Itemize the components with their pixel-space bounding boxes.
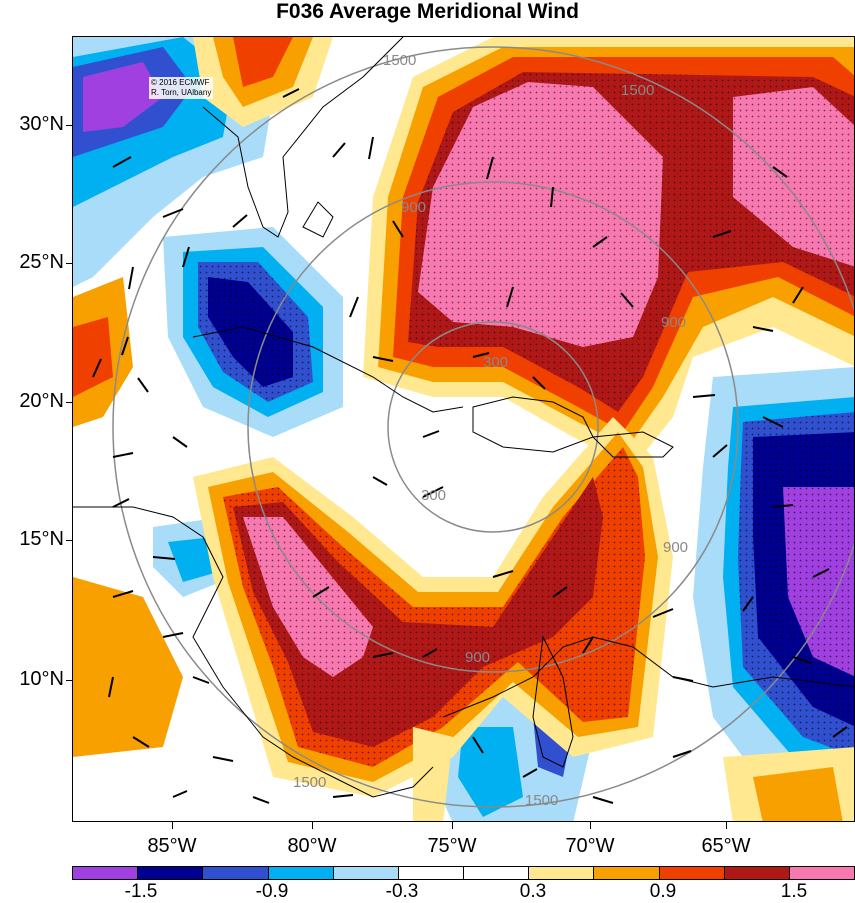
colorbar-segment-3 bbox=[268, 867, 334, 879]
colorbar-segment-2 bbox=[203, 867, 269, 879]
lat-tick bbox=[66, 402, 72, 403]
lat-tick bbox=[66, 263, 72, 264]
colorbar-segment-9 bbox=[659, 867, 725, 879]
colorbar-label-0.9: 0.9 bbox=[649, 881, 677, 902]
colorbar-segment-1 bbox=[138, 867, 204, 879]
colorbar bbox=[72, 866, 855, 880]
colorbar-label-neg0.3: -0.3 bbox=[385, 881, 419, 902]
ring-label-1500-bottom: 1500 bbox=[525, 792, 558, 809]
ring-label-300-lower: 300 bbox=[421, 487, 446, 504]
colorbar-segment-11 bbox=[789, 867, 855, 879]
ring-label-900-right: 900 bbox=[661, 314, 686, 331]
lat-tick bbox=[66, 680, 72, 681]
lat-label-30n: 30°N bbox=[19, 113, 64, 135]
lat-label-25n: 25°N bbox=[19, 251, 64, 273]
lon-tick bbox=[172, 822, 173, 829]
lon-tick bbox=[726, 822, 727, 829]
colorbar-segment-0 bbox=[73, 867, 139, 879]
lat-tick bbox=[66, 540, 72, 541]
copyright-line: © 2016 ECMWF bbox=[151, 78, 210, 87]
ring-label-1500-left: 1500 bbox=[293, 774, 326, 791]
positive-wind-region-west bbox=[73, 37, 854, 821]
ring-label-900: 900 bbox=[401, 199, 426, 216]
lon-label-85w: 85°W bbox=[147, 835, 197, 857]
coastlines bbox=[73, 37, 854, 798]
ring-label-300: 300 bbox=[483, 354, 508, 371]
positive-wind-region-north bbox=[363, 37, 854, 467]
positive-wind-region-central bbox=[193, 417, 673, 797]
credit-line: R. Torn, UAlbany bbox=[151, 88, 212, 97]
lat-label-20n: 20°N bbox=[19, 390, 64, 412]
colorbar-segment-7 bbox=[529, 867, 595, 879]
ring-label-1500-right: 1500 bbox=[621, 82, 654, 99]
lat-label-15n: 15°N bbox=[19, 528, 64, 550]
map-panel: 300 300 900 900 900 900 1500 1500 1500 1… bbox=[72, 36, 855, 822]
wind-barbs bbox=[92, 88, 848, 804]
colorbar-label-0.3: 0.3 bbox=[519, 881, 547, 902]
range-ring-labels: 300 300 900 900 900 900 1500 1500 1500 1… bbox=[293, 52, 688, 809]
lon-label-75w: 75°W bbox=[427, 835, 477, 857]
ring-label-1500: 1500 bbox=[383, 52, 416, 69]
lat-label-10n: 10°N bbox=[19, 668, 64, 690]
lon-label-80w: 80°W bbox=[287, 835, 337, 857]
colorbar-label-neg1.5: -1.5 bbox=[124, 881, 158, 902]
ring-label-900-bottom: 900 bbox=[465, 649, 490, 666]
range-rings bbox=[112, 46, 854, 808]
colorbar-label-neg0.9: -0.9 bbox=[255, 881, 289, 902]
lat-tick bbox=[66, 125, 72, 126]
lon-label-65w: 65°W bbox=[701, 835, 751, 857]
map-title: F036 Average Meridional Wind bbox=[276, 0, 579, 23]
colorbar-segment-8 bbox=[594, 867, 660, 879]
lon-tick bbox=[590, 822, 591, 829]
colorbar-segment-5 bbox=[398, 867, 465, 879]
colorbar-label-1.5: 1.5 bbox=[780, 881, 808, 902]
lon-label-70w: 70°W bbox=[565, 835, 615, 857]
negative-wind-region-cuba bbox=[163, 227, 343, 437]
colorbar-segment-4 bbox=[333, 867, 399, 879]
lon-tick bbox=[312, 822, 313, 829]
copyright-note: © 2016 ECMWF R. Torn, UAlbany bbox=[149, 77, 214, 99]
ring-label-900-lower: 900 bbox=[663, 539, 688, 556]
colorbar-segment-6 bbox=[464, 867, 530, 879]
meridional-wind-map: 300 300 900 900 900 900 1500 1500 1500 1… bbox=[73, 37, 854, 821]
colorbar-segment-10 bbox=[724, 867, 790, 879]
lon-tick bbox=[452, 822, 453, 829]
